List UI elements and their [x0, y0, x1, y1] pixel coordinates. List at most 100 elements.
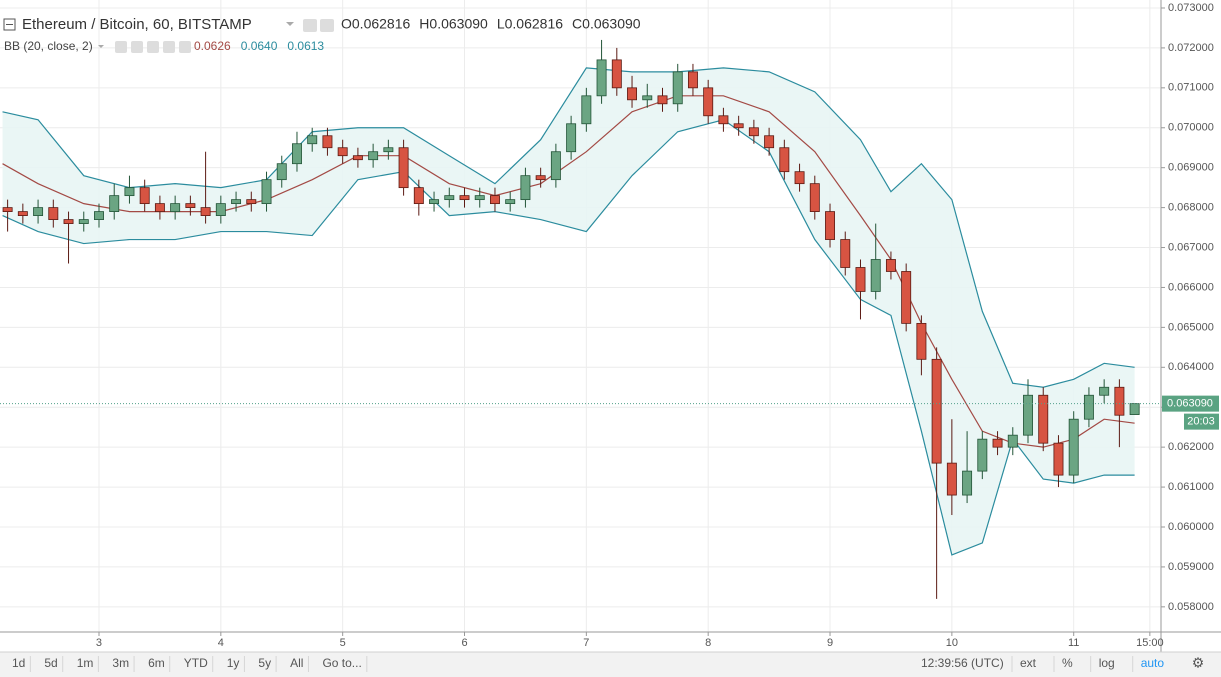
ohlc-key: H: [419, 16, 429, 32]
range-button[interactable]: 1m: [77, 656, 94, 670]
y-tick-label: 0.061000: [1168, 481, 1214, 493]
candle-body: [489, 195, 500, 205]
range-button[interactable]: 6m: [148, 656, 165, 670]
candle-body: [383, 147, 394, 153]
candle-body: [368, 151, 379, 161]
x-tick-label: 6: [461, 637, 467, 649]
countdown-box: [1184, 413, 1219, 430]
ohlc-key: O: [341, 16, 352, 32]
range-button[interactable]: 1d: [12, 656, 25, 670]
candle-body: [124, 187, 135, 197]
range-button[interactable]: 3m: [112, 656, 129, 670]
option-button[interactable]: ext: [1020, 656, 1037, 670]
eye-icon[interactable]: [303, 19, 317, 32]
indicator-icon[interactable]: [179, 41, 191, 53]
indicator-icon[interactable]: [131, 41, 143, 53]
ohlc-key: C: [572, 16, 582, 32]
y-tick-label: 0.069000: [1168, 162, 1214, 174]
x-tick-label: 10: [946, 637, 958, 649]
candle-body: [276, 163, 287, 181]
y-tick-label: 0.070000: [1168, 122, 1214, 134]
option-button[interactable]: log: [1099, 656, 1115, 670]
candle-body: [322, 135, 333, 149]
candle-body: [1114, 386, 1125, 416]
indicator-value: 0.0640: [241, 39, 278, 53]
candle-body: [307, 135, 318, 145]
y-tick-label: 0.059000: [1168, 561, 1214, 573]
x-tick-label: 7: [583, 637, 589, 649]
indicator-value: 0.0613: [287, 39, 324, 53]
candle-body: [550, 151, 561, 181]
x-tick-label: 11: [1068, 637, 1079, 649]
range-button[interactable]: Go to...: [322, 656, 361, 670]
y-tick-label: 0.073000: [1168, 2, 1214, 14]
countdown: 20:03: [1187, 416, 1215, 428]
candle-body: [185, 203, 196, 209]
candle-body: [352, 155, 363, 161]
x-tick-label: 4: [218, 637, 224, 649]
collapse-icon[interactable]: [3, 18, 16, 31]
candle-body: [916, 322, 927, 360]
candle-body: [1083, 394, 1094, 420]
candle-body: [444, 195, 455, 201]
candle-body: [611, 59, 622, 89]
candle-body: [154, 203, 165, 212]
candle-body: [63, 219, 74, 224]
candle-body: [764, 135, 775, 149]
candle-body: [215, 203, 226, 216]
candle-body: [992, 438, 1003, 448]
chart-title: Ethereum / Bitcoin, 60, BITSTAMP: [22, 16, 252, 33]
bb-lower: [2, 119, 1135, 556]
indicator-icon[interactable]: [115, 41, 127, 53]
last-price-label: 0.063090: [1167, 398, 1213, 410]
candle-body: [200, 207, 211, 216]
x-tick-label: 15:00: [1136, 637, 1164, 649]
y-tick-label: 0.060000: [1168, 521, 1214, 533]
x-tick-label: 5: [340, 637, 346, 649]
candle-body: [1023, 394, 1033, 436]
candle-body: [94, 211, 104, 220]
option-button[interactable]: %: [1062, 656, 1073, 670]
ohlc-value: 0.063090: [429, 16, 488, 32]
candle-body: [703, 87, 714, 117]
range-button[interactable]: YTD: [184, 656, 208, 670]
candle-body: [627, 87, 638, 101]
range-button[interactable]: All: [290, 656, 303, 670]
y-tick-label: 0.072000: [1168, 42, 1214, 54]
indicator-icon[interactable]: [163, 41, 175, 53]
range-button[interactable]: 5y: [258, 656, 271, 670]
plot-area: [0, 0, 1160, 632]
candle-body: [642, 95, 653, 101]
y-tick-label: 0.071000: [1168, 82, 1214, 94]
candle-body: [246, 199, 257, 205]
candle-body: [398, 147, 409, 189]
candle-body: [474, 195, 485, 201]
indicator-value: 0.0626: [194, 39, 231, 53]
range-button[interactable]: 1y: [227, 656, 240, 670]
indicator-icon[interactable]: [147, 41, 159, 53]
y-tick-label: 0.066000: [1168, 281, 1214, 293]
candle-body: [1099, 386, 1110, 396]
candle-body: [1038, 394, 1049, 444]
candle-body: [840, 239, 851, 268]
candle-body: [779, 147, 790, 173]
settings-icon[interactable]: [320, 19, 334, 32]
dropdown-icon[interactable]: [98, 45, 104, 48]
y-tick-label: 0.065000: [1168, 321, 1214, 333]
range-button[interactable]: 5d: [44, 656, 57, 670]
candle-body: [794, 171, 805, 185]
dropdown-icon[interactable]: [286, 22, 294, 26]
candle-body: [672, 71, 683, 105]
ohlc-value: 0.062816: [505, 16, 564, 32]
option-button[interactable]: auto: [1141, 656, 1165, 670]
y-tick-label: 0.062000: [1168, 441, 1214, 453]
candle-body: [337, 147, 348, 157]
settings-gear[interactable]: ⚙: [1192, 655, 1205, 671]
y-tick-label: 0.064000: [1168, 361, 1214, 373]
candle-body: [48, 207, 59, 220]
y-tick-label: 0.068000: [1168, 202, 1214, 214]
candle-body: [977, 438, 988, 472]
candle-body: [809, 183, 820, 212]
x-tick-label: 3: [96, 637, 102, 649]
